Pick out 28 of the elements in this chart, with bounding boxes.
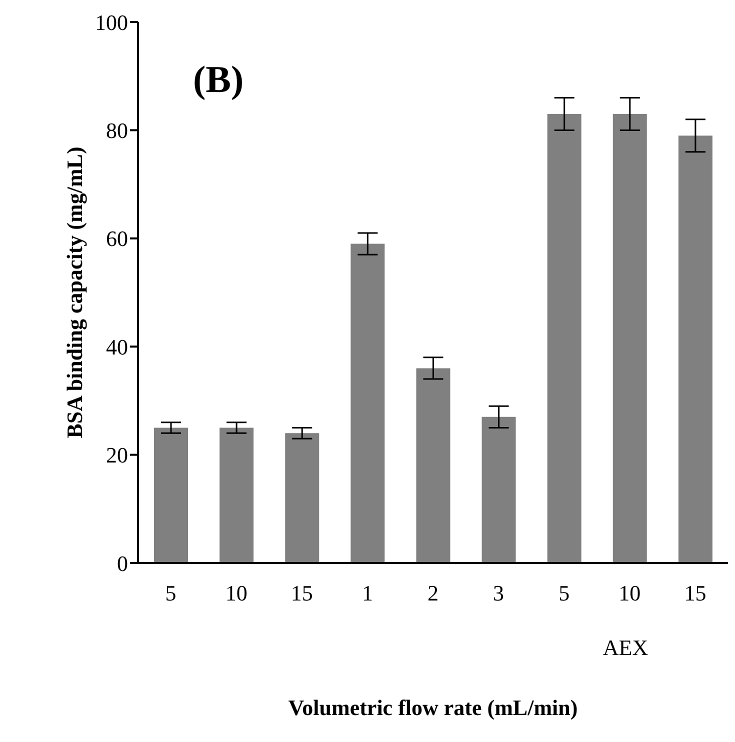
bar bbox=[350, 244, 385, 563]
x-tick-label: 5 bbox=[165, 580, 176, 606]
y-tick-label: 100 bbox=[95, 10, 128, 35]
bar bbox=[678, 136, 712, 563]
x-tick-label: 2 bbox=[428, 580, 438, 606]
bar bbox=[482, 416, 516, 563]
x-tick-label: 1 bbox=[362, 580, 373, 606]
y-tick-label: 20 bbox=[106, 442, 128, 468]
y-tick-label: 80 bbox=[106, 118, 128, 144]
bar bbox=[612, 114, 647, 563]
x-axis-title: Volumetric flow rate (mL/min) bbox=[288, 695, 578, 720]
bar bbox=[154, 428, 188, 563]
y-tick-label: 0 bbox=[117, 550, 128, 576]
bar bbox=[285, 433, 320, 563]
x-tick-label: 15 bbox=[290, 580, 313, 606]
x-tick-label: 3 bbox=[493, 580, 504, 606]
y-tick-label: 60 bbox=[106, 226, 128, 252]
text: (B) bbox=[193, 59, 244, 101]
bar bbox=[547, 114, 582, 563]
x-tick-label: 10 bbox=[618, 580, 641, 606]
x-tick-label: 15 bbox=[684, 580, 706, 606]
y-axis-title: BSA binding capacity (mg/mL) bbox=[62, 146, 87, 438]
y-tick-label: 40 bbox=[106, 334, 128, 360]
x-tick-label: 5 bbox=[558, 580, 570, 606]
x-tick-label: 10 bbox=[225, 580, 248, 606]
bar bbox=[416, 368, 450, 563]
bar bbox=[220, 428, 254, 563]
text: AEX bbox=[602, 635, 648, 660]
